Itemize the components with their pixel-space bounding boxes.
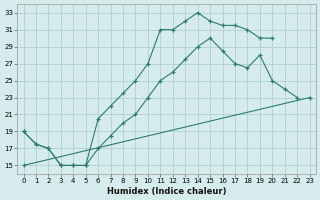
X-axis label: Humidex (Indice chaleur): Humidex (Indice chaleur)	[107, 187, 226, 196]
